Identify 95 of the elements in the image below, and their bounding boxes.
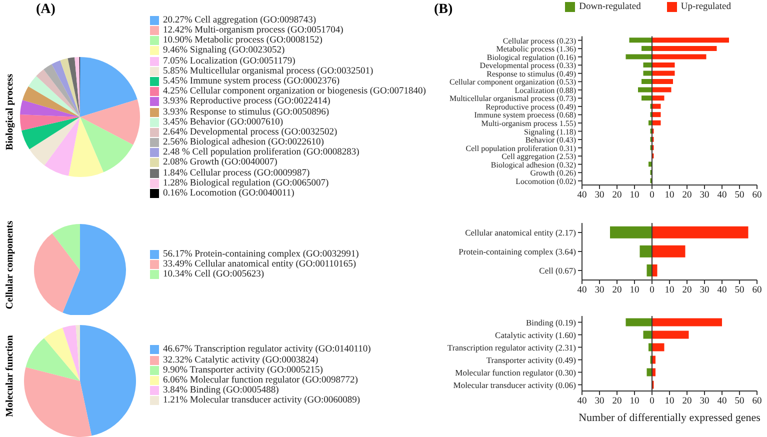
y-tick-label: Behavior (0.43): [525, 136, 576, 145]
y-tick-label: Molecular transducer activity (0.06): [453, 380, 576, 390]
legend-label: 5.45% Immune system process (GO:0002376): [163, 76, 340, 87]
x-tick-label: 50: [734, 286, 744, 296]
y-tick-label: Response to stimulus (0.49): [486, 69, 576, 78]
x-tick-label: 20: [612, 286, 622, 296]
text: (B): [434, 2, 453, 18]
legend-label: 9.46% Signaling (GO:0023052): [163, 46, 285, 56]
x-tick-label: 0: [650, 286, 655, 296]
y-tick-label: Reproductive process (0.49): [486, 102, 576, 112]
y-tick-label: Cell (0.67): [539, 266, 576, 276]
y-tick-label: Binding (0.19): [526, 317, 576, 328]
x-tick-label: 10: [664, 190, 674, 201]
legend-label: 0.16% Locomotion (GO:0040011): [163, 188, 294, 199]
legend-label: 1.21% Molecular transducer activity (GO:0060089): [163, 396, 360, 406]
x-tick-label: 10: [630, 396, 640, 407]
x-tick-label: 40: [717, 190, 727, 201]
legend-label: 2.48 % Cell population proliferation (GO:0008283): [163, 148, 360, 158]
legend-label: 1.28% Biological regulation (GO:0065007): [163, 178, 329, 188]
x-tick-label: 20: [682, 396, 692, 407]
legend-label: 2.08% Growth (GO:0040007): [163, 158, 278, 168]
y-tick-label: Cellular component organization (0.53): [450, 78, 576, 87]
x-tick-label: 20: [612, 396, 622, 407]
x-tick-label: 30: [594, 286, 604, 296]
y-tick-label: Protein-containing complex (3.64): [458, 246, 576, 256]
y-tick-label: Developmental process (0.33): [480, 61, 576, 70]
y-tick-label: Growth (0.26): [530, 168, 576, 178]
x-tick-label: 10: [630, 190, 640, 201]
legend-label: 2.56% Biological adhesion (GO:0022610): [163, 138, 324, 148]
legend-label: 32.32% Catalytic activity (GO:0003824): [163, 355, 318, 366]
legend-label: 3.45% Behavior (GO:0007610): [163, 117, 284, 128]
x-tick-label: 30: [700, 396, 710, 407]
y-tick-label: Localization (0.88): [514, 86, 576, 95]
legend-label: 20.27% Cell aggregation (GO:0098743): [163, 16, 316, 26]
legend-label: 3.84% Binding (GO:0005488): [163, 386, 279, 396]
x-tick-label: 40: [577, 286, 587, 296]
legend-label: 3.93% Response to stimulus (GO:0050896): [163, 107, 329, 118]
y-tick-label: Catalytic activity (1.60): [495, 330, 576, 340]
legend-label: 33.49% Cellular anatomical entity (GO:00110165): [163, 260, 356, 270]
x-tick-label: 10: [664, 286, 674, 296]
x-tick-label: 50: [734, 396, 744, 407]
x-tick-label: 60: [752, 190, 762, 201]
y-tick-label: Transporter activity (0.49): [486, 354, 576, 365]
x-tick-label: 0: [650, 190, 655, 201]
y-tick-label: Metabolic process (1.36): [496, 44, 576, 54]
x-tick-label: 40: [717, 396, 727, 407]
x-axis-title: Number of differentially expressed genes: [578, 412, 760, 424]
y-tick-label: Molecular function regulator (0.30): [455, 367, 576, 378]
legend-label: 5.85% Multicellular organismal process (GO:0032501): [163, 66, 374, 76]
x-tick-label: 30: [700, 190, 710, 201]
x-tick-label: 20: [682, 190, 692, 201]
x-tick-label: 40: [717, 286, 727, 296]
y-tick-label: Cellular anatomical entity (2.17): [465, 228, 576, 238]
legend-label: 1.84% Cellular process (GO:0009987): [163, 168, 310, 178]
legend-label: 46.67% Transcription regulator activity (GO:0140110): [163, 345, 371, 356]
x-tick-label: 40: [577, 190, 587, 201]
y-tick-label: Multi-organism process 1.55): [481, 118, 576, 128]
x-tick-label: 60: [752, 396, 762, 407]
legend-label: 4.25% Cellular component organization or biogenesis (GO:0071840): [163, 86, 426, 97]
x-tick-label: 20: [612, 190, 622, 201]
x-tick-label: 30: [594, 396, 604, 407]
legend-label: 3.93% Reproductive process (GO:0022414): [163, 97, 330, 107]
y-tick-label: Biological regulation (0.16): [486, 52, 576, 62]
y-tick-label: Cellular process (0.23): [502, 36, 576, 46]
y-tick-label: Immune system proecess (0.68): [474, 110, 576, 120]
legend-label: 2.64% Developmental process (GO:0032502): [163, 128, 338, 138]
x-tick-label: 40: [577, 396, 587, 407]
y-tick-label: Transcription regulator activity (2.31): [447, 342, 576, 352]
chart-title: (A): [36, 2, 56, 18]
x-tick-label: 30: [594, 190, 604, 201]
y-tick-label: Cell population proliferation 0.31): [466, 144, 576, 153]
x-tick-label: 60: [752, 286, 762, 296]
legend-label: 7.05% Localization (GO:0051179): [163, 56, 296, 66]
text: Biological process: [4, 74, 16, 150]
x-tick-label: 0: [650, 396, 655, 407]
legend-label: 10.34% Cell (GO:005623): [163, 270, 264, 280]
y-tick-label: Biological adhesion (0.32): [490, 160, 576, 170]
legend-label: Down-regulated: [579, 2, 641, 12]
y-tick-label: Locomotion (0.02): [516, 176, 576, 186]
y-tick-label: Signaling (1.18): [524, 127, 576, 136]
x-tick-label: 10: [630, 286, 640, 296]
text: Molecular function: [4, 335, 16, 417]
x-tick-label: 50: [734, 190, 744, 201]
text: Cellular components: [4, 220, 16, 310]
legend-label: 12.42% Multi-organism process (GO:0051704): [163, 26, 344, 36]
legend-label: 10.90% Metabolic process (GO:0008152): [163, 36, 322, 46]
legend-label: 6.06% Molecular function regulator (GO:0098772): [163, 376, 358, 386]
legend-label: Up-regulated: [680, 2, 731, 12]
legend-label: 56.17% Protein-containing complex (GO:0032991): [163, 249, 359, 260]
legend-label: 9.90% Transporter activity (GO:0005215): [163, 366, 323, 376]
x-tick-label: 20: [682, 286, 692, 296]
x-tick-label: 10: [664, 396, 674, 407]
x-tick-label: 30: [700, 286, 710, 296]
y-tick-label: Cell aggregation (2.53): [502, 152, 576, 162]
y-tick-label: Multicellular organismal process (0.73): [450, 94, 576, 104]
